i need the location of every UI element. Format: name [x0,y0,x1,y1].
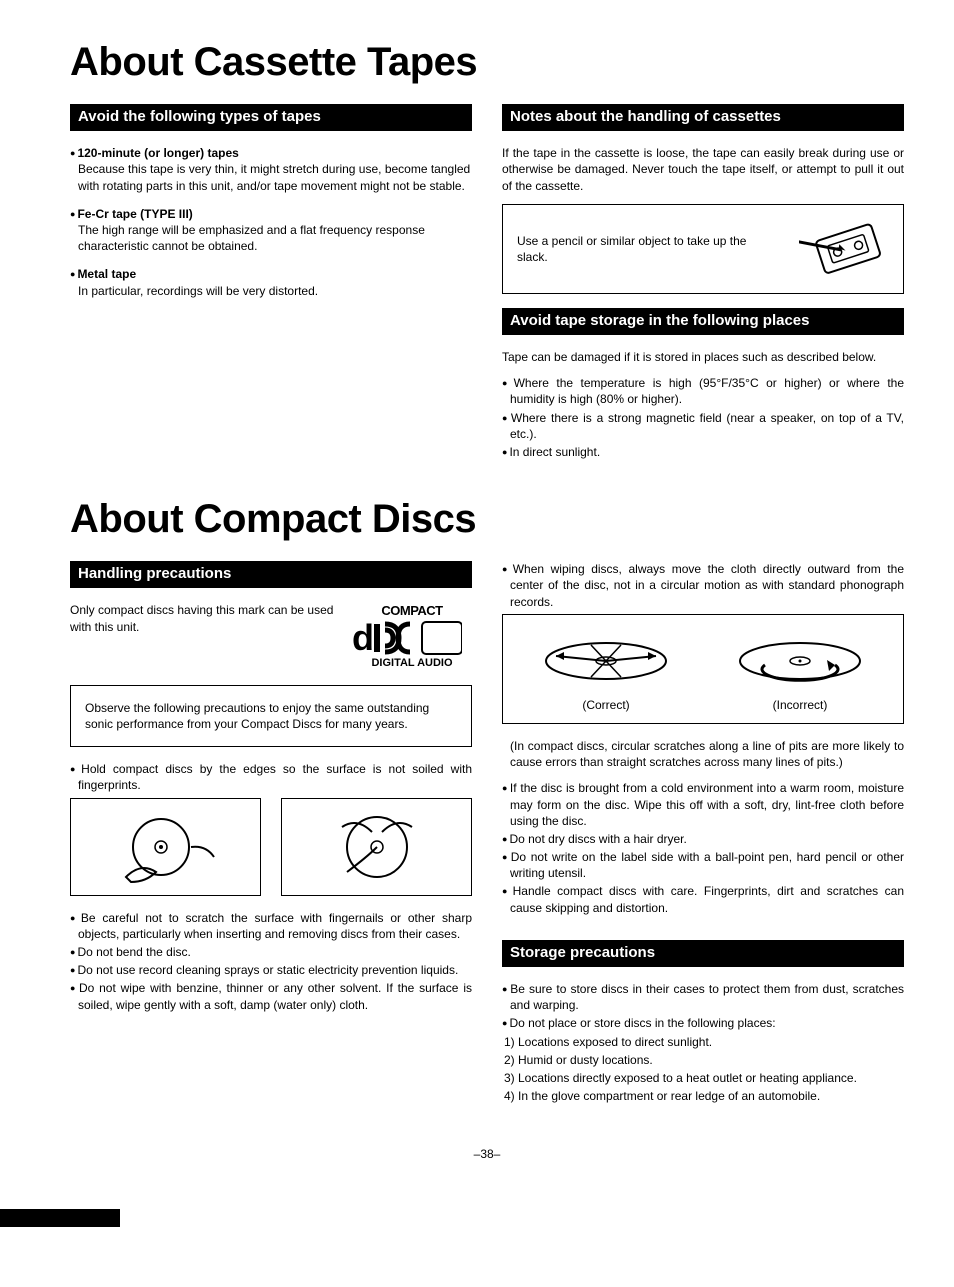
heading-notes-cassettes: Notes about the handling of cassettes [502,104,904,131]
wipe-b4: Handle compact discs with care. Fingerpr… [510,883,904,915]
tape-storage-intro: Tape can be damaged if it is stored in p… [502,349,904,365]
tape-storage-b2: Where there is a strong magnetic field (… [510,410,904,442]
storage-n3: 3) Locations directly exposed to a heat … [520,1070,904,1086]
observe-box: Observe the following precautions to enj… [70,685,472,747]
hold-images [70,798,472,896]
cd-mark-row: Only compact discs having this mark can … [70,602,472,670]
observe-text: Observe the following precautions to enj… [85,701,429,731]
wipe-incorrect-label: (Incorrect) [730,697,870,713]
handling-bullets: Be careful not to scratch the surface wi… [70,910,472,1013]
wipe-b2: Do not dry discs with a hair dryer. [510,831,904,847]
cassette-col-right: Notes about the handling of cassettes If… [502,104,904,462]
wipe-box: (Correct) (Incorrect) [502,614,904,724]
storage-disc-bullets: Be sure to store discs in their cases to… [502,981,904,1032]
handling-b1: Be careful not to scratch the surface wi… [78,910,472,942]
tape-storage-b1: Where the temperature is high (95°F/35°C… [510,375,904,407]
wipe-intro: When wiping discs, always move the cloth… [510,561,904,610]
tape-storage-b3: In direct sunlight. [510,444,904,460]
footer-mark [70,1183,904,1197]
storage-n2: 2) Humid or dusty locations. [520,1052,904,1068]
tape-head-fecr: Fe-Cr tape (TYPE III) [70,206,472,222]
tape-storage-bullets: Where the temperature is high (95°F/35°C… [502,375,904,460]
storage-n4: 4) In the glove compartment or rear ledg… [520,1088,904,1104]
tape-body-metal: In particular, recordings will be very d… [78,283,472,299]
heading-handling: Handling precautions [70,561,472,588]
wipe-intro-wrap: When wiping discs, always move the cloth… [502,561,904,610]
page-number: –38– [70,1146,904,1162]
page-title-2: About Compact Discs [70,492,904,546]
page-title-1: About Cassette Tapes [70,35,904,89]
cd-mark-text: Only compact discs having this mark can … [70,602,338,634]
pencil-text: Use a pencil or similar object to take u… [517,233,779,265]
wipe-incorrect-icon [730,631,870,691]
wipe-correct-label: (Correct) [536,697,676,713]
hold-bullet-wrap: Hold compact discs by the edges so the s… [70,761,472,793]
tape-body-120: Because this tape is very thin, it might… [78,161,472,193]
tape-body-fecr: The high range will be emphasized and a … [78,222,472,254]
heading-tape-storage: Avoid tape storage in the following plac… [502,308,904,335]
cassette-col-left: Avoid the following types of tapes 120-m… [70,104,472,462]
wipe-b3: Do not write on the label side with a ba… [510,849,904,881]
handling-b2: Do not bend the disc. [78,944,472,960]
storage-disc-numbered: 1) Locations exposed to direct sunlight.… [502,1034,904,1105]
tape-head-metal: Metal tape [70,266,472,282]
wipe-b1: If the disc is brought from a cold envir… [510,780,904,829]
svg-text:d: d [352,620,372,656]
wipe-correct: (Correct) [536,631,676,713]
hold-image-1 [70,798,261,896]
cd-logo-top: COMPACT [352,602,472,620]
pencil-box: Use a pencil or similar object to take u… [502,204,904,294]
heading-storage-disc: Storage precautions [502,940,904,967]
storage-disc-b2: Do not place or store discs in the follo… [510,1015,904,1031]
storage-disc-b1: Be sure to store discs in their cases to… [510,981,904,1013]
wipe-note: (In compact discs, circular scratches al… [502,738,904,770]
hold-bullet: Hold compact discs by the edges so the s… [78,761,472,793]
wipe-correct-icon [536,631,676,691]
tape-item-120: 120-minute (or longer) tapes Because thi… [70,145,472,194]
wipe-row: (Correct) (Incorrect) [519,631,887,713]
tape-head-120: 120-minute (or longer) tapes [70,145,472,161]
hold-image-2 [281,798,472,896]
handling-b3: Do not use record cleaning sprays or sta… [78,962,472,978]
wipe-incorrect: (Incorrect) [730,631,870,713]
notes-intro: If the tape in the cassette is loose, th… [502,145,904,194]
compact-disc-logo: COMPACT d DIGITAL AUDIO [352,602,472,670]
wipe-bullets: If the disc is brought from a cold envir… [502,780,904,916]
disc-col-left: Handling precautions Only compact discs … [70,561,472,1106]
hand-disc-icon-2 [317,807,437,887]
handling-b4: Do not wipe with benzine, thinner or any… [78,980,472,1012]
disc-col-right: When wiping discs, always move the cloth… [502,561,904,1106]
tape-item-fecr: Fe-Cr tape (TYPE III) The high range wil… [70,206,472,255]
heading-avoid-tapes: Avoid the following types of tapes [70,104,472,131]
cassette-pencil-icon [799,219,889,279]
hand-disc-icon-1 [106,807,226,887]
cassette-columns: Avoid the following types of tapes 120-m… [70,104,904,462]
storage-n1: 1) Locations exposed to direct sunlight. [520,1034,904,1050]
cd-logo-bot: DIGITAL AUDIO [352,656,472,671]
disc-columns: Handling precautions Only compact discs … [70,561,904,1106]
tape-item-metal: Metal tape In particular, recordings wil… [70,266,472,298]
